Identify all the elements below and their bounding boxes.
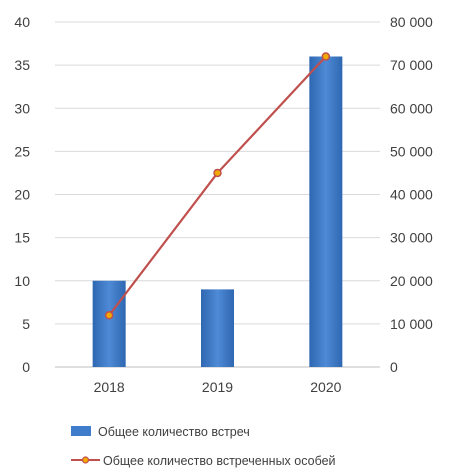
y-right-tick-label: 70 000	[390, 57, 433, 73]
bar	[309, 56, 343, 367]
x-tick-label: 2020	[310, 379, 341, 395]
y-left-tick-label: 10	[14, 273, 30, 289]
y-right-tick-label: 50 000	[390, 143, 433, 159]
line-point	[213, 168, 222, 178]
line-series	[104, 52, 331, 320]
y-right-tick-label: 40 000	[390, 187, 433, 203]
bar-series	[92, 56, 343, 367]
x-tick-label: 2019	[202, 379, 233, 395]
x-axis-ticks: 2018 2019 2020	[94, 379, 342, 395]
y-right-tick-label: 0	[390, 359, 398, 375]
legend-label-line: Общее количество встреченных особей	[103, 454, 336, 468]
legend-marker	[81, 456, 90, 464]
y-left-tick-label: 25	[14, 143, 30, 159]
line-point	[321, 52, 331, 61]
legend-item-line: Общее количество встреченных особей	[71, 454, 336, 468]
legend: Общее количество встреч Общее количество …	[71, 425, 336, 468]
left-axis-ticks: 0 5 10 15 20 25 30 35 40	[14, 14, 30, 375]
series-line	[108, 55, 327, 316]
y-right-tick-label: 60 000	[390, 100, 433, 116]
y-left-tick-label: 0	[22, 359, 30, 375]
y-left-tick-label: 35	[14, 57, 30, 73]
y-right-tick-label: 10 000	[390, 316, 433, 332]
bar	[92, 280, 126, 367]
y-left-tick-label: 30	[14, 100, 30, 116]
y-right-tick-label: 30 000	[390, 230, 433, 246]
right-axis-ticks: 0 10 000 20 000 30 000 40 000 50 000 60 000 70 …	[390, 14, 433, 375]
y-left-tick-label: 20	[14, 187, 30, 203]
y-left-tick-label: 40	[14, 14, 30, 30]
legend-swatch-bar	[71, 426, 91, 436]
y-right-tick-label: 80 000	[390, 14, 433, 30]
legend-label-bar: Общее количество встреч	[98, 425, 250, 439]
bar	[201, 289, 234, 367]
y-left-tick-label: 5	[22, 316, 30, 332]
x-tick-label: 2018	[94, 379, 125, 395]
line-point	[104, 311, 114, 320]
y-left-tick-label: 15	[14, 230, 30, 246]
y-right-tick-label: 20 000	[390, 273, 433, 289]
legend-item-bar: Общее количество встреч	[71, 425, 250, 439]
